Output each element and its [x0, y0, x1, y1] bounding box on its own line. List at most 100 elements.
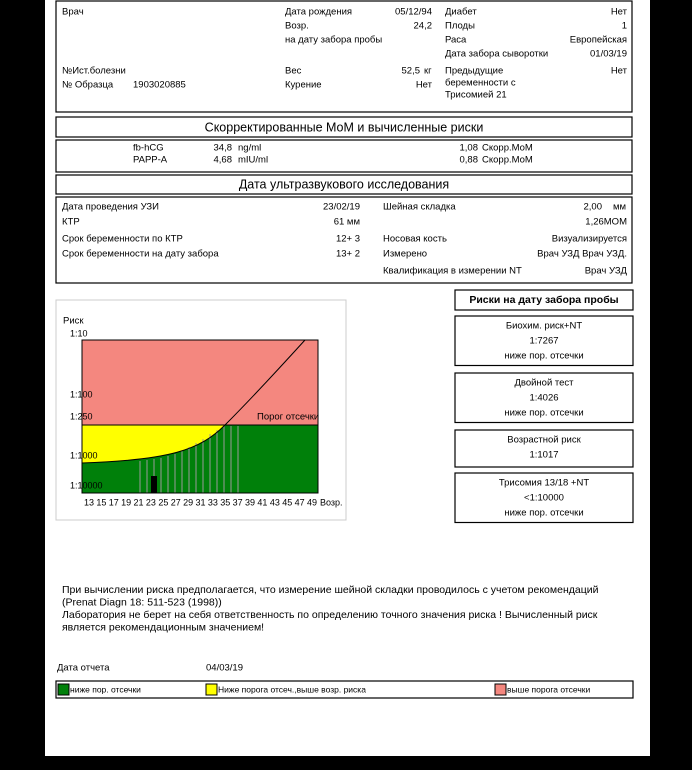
plot-frame [81, 339, 319, 494]
value: Врач УЗД Врач УЗД. [537, 249, 627, 260]
value: 04/03/19 [206, 663, 243, 674]
value: 34,8 [214, 143, 233, 154]
value: 05/12/94 [395, 7, 432, 18]
section-title: Скорректированные МоМ и вычисленные риск… [205, 120, 484, 134]
value: 23/02/19 [323, 202, 360, 213]
value: 4,68 [214, 155, 233, 166]
note: является рекомендационным значением! [62, 621, 264, 633]
risk-box [454, 429, 634, 468]
risk-name: Двойной тест [514, 378, 574, 389]
label: Дата рождения [285, 7, 352, 18]
label: Носовая кость [383, 234, 447, 245]
risk-name: Биохим. риск+NT [506, 321, 582, 332]
x-tick-label: 49 [307, 497, 317, 507]
label: Курение [285, 80, 322, 91]
label: Дата проведения УЗИ [62, 202, 159, 213]
value: 1,08 [460, 143, 479, 154]
legend-label: ниже пор. отсечки [70, 684, 141, 694]
risk-status: ниже пор. отсечки [504, 351, 583, 362]
x-tick-label: 37 [233, 497, 243, 507]
section-title-box [55, 174, 633, 195]
value: 1903020885 [133, 80, 186, 91]
legend-swatch [57, 683, 70, 696]
x-tick-label: 13 [84, 497, 94, 507]
chart-frame [55, 299, 347, 521]
label: беременности с [445, 78, 516, 89]
risk-status: ниже пор. отсечки [504, 508, 583, 519]
value: 52,5 [402, 66, 421, 77]
label: Плоды [445, 21, 475, 32]
risk-name: Трисомия 13/18 +NT [499, 478, 589, 489]
value: 13+ 2 [336, 249, 360, 260]
risk-name: Возрастной риск [507, 435, 581, 446]
legend-box [55, 680, 634, 699]
label: №Ист.болезни [62, 66, 126, 77]
legend-swatch [494, 683, 507, 696]
value: 61 мм [334, 217, 360, 228]
risk-box [454, 472, 634, 524]
label: Квалификация в измерении NT [383, 266, 522, 277]
label: Измерено [383, 249, 427, 260]
unit: mIU/ml [238, 155, 268, 166]
x-tick-label: 23 [146, 497, 156, 507]
unit: ng/ml [238, 143, 261, 154]
risk-status: ниже пор. отсечки [504, 408, 583, 419]
x-tick-label: 15 [96, 497, 106, 507]
value: 12+ 3 [336, 234, 360, 245]
unit: Скорр.МоМ [482, 143, 533, 154]
label: Раса [445, 35, 467, 46]
x-tick-label: 29 [183, 497, 193, 507]
x-tick-label: 27 [171, 497, 181, 507]
label: Срок беременности на дату забора [62, 249, 219, 260]
label: Шейная складка [383, 202, 456, 213]
legend-swatch [205, 683, 218, 696]
section-title-box [55, 116, 633, 138]
label: PAPP-A [133, 155, 168, 166]
risk-box [454, 372, 634, 424]
value: 24,2 [414, 21, 433, 32]
x-tick-label: 47 [295, 497, 305, 507]
y-tick-label: 1:10000 [70, 480, 103, 490]
y-tick-label: 1:1000 [70, 450, 98, 460]
zone-high [82, 340, 318, 425]
label: № Образца [62, 80, 114, 91]
risk-value: 1:4026 [529, 393, 558, 404]
value: 0,88 [460, 155, 479, 166]
x-tick-label: 35 [220, 497, 230, 507]
label: Возр. [285, 21, 309, 32]
y-tick-label: 1:250 [70, 411, 93, 421]
value: Врач УЗД [585, 266, 628, 277]
label: КТР [62, 217, 80, 228]
value: 01/03/19 [590, 49, 627, 60]
note: (Prenat Diagn 18: 511-523 (1998)) [62, 596, 222, 608]
y-tick-label: 1:10 [70, 328, 88, 338]
value: 2,00 [584, 202, 603, 213]
label: Дата забора сыворотки [445, 49, 548, 60]
x-tick-label: 43 [270, 497, 280, 507]
label: Срок беременности по КТР [62, 234, 183, 245]
legend-label: Ниже порога отсеч.,выше возр. риска [218, 684, 366, 694]
section-title: Дата ультразвукового исследования [239, 177, 449, 191]
unit: Скорр.МоМ [482, 155, 533, 166]
label: Предыдущие [445, 66, 503, 77]
value: Европейская [570, 35, 627, 46]
x-tick-label: 19 [121, 497, 131, 507]
x-tick-label: 21 [134, 497, 144, 507]
value: Нет [416, 80, 433, 91]
unit: мм [613, 202, 626, 213]
note: При вычислении риска предполагается, что… [62, 584, 599, 596]
value: Нет [611, 66, 628, 77]
us-left: Дата проведения УЗИ 23/02/19 КТР 61 мм Срок … [62, 202, 360, 260]
risk-items: Биохим. риск+NT 1:7267 ниже пор. отсечки Дв… [454, 315, 634, 524]
label: на дату забора пробы [285, 35, 382, 46]
label: Трисомией 21 [445, 90, 507, 101]
mom-rows: fb-hCG 34,8 ng/ml 1,08 Скорр.МоМ PAPP-A 4,68 mI… [133, 143, 533, 166]
y-title: Риск [63, 316, 84, 327]
us-box [55, 196, 633, 284]
label: Вес [285, 66, 302, 77]
value: 1,26МОМ [585, 217, 627, 228]
value: Визуализируется [552, 234, 627, 245]
label: Врач [62, 7, 84, 18]
